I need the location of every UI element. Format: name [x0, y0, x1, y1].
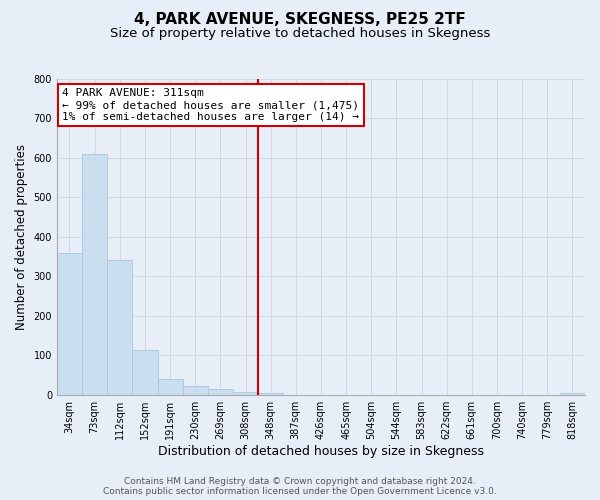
Bar — [107, 260, 133, 394]
Bar — [233, 392, 258, 394]
Text: 4 PARK AVENUE: 311sqm
← 99% of detached houses are smaller (1,475)
1% of semi-de: 4 PARK AVENUE: 311sqm ← 99% of detached … — [62, 88, 359, 122]
Bar — [182, 386, 208, 394]
Y-axis label: Number of detached properties: Number of detached properties — [15, 144, 28, 330]
Text: 4, PARK AVENUE, SKEGNESS, PE25 2TF: 4, PARK AVENUE, SKEGNESS, PE25 2TF — [134, 12, 466, 28]
Bar — [158, 379, 182, 394]
X-axis label: Distribution of detached houses by size in Skegness: Distribution of detached houses by size … — [158, 444, 484, 458]
Bar — [560, 392, 585, 394]
Bar — [258, 392, 283, 394]
Bar — [133, 350, 158, 395]
Bar — [57, 254, 82, 394]
Text: Contains HM Land Registry data © Crown copyright and database right 2024.
Contai: Contains HM Land Registry data © Crown c… — [103, 476, 497, 496]
Bar — [82, 154, 107, 394]
Bar — [208, 389, 233, 394]
Text: Size of property relative to detached houses in Skegness: Size of property relative to detached ho… — [110, 28, 490, 40]
